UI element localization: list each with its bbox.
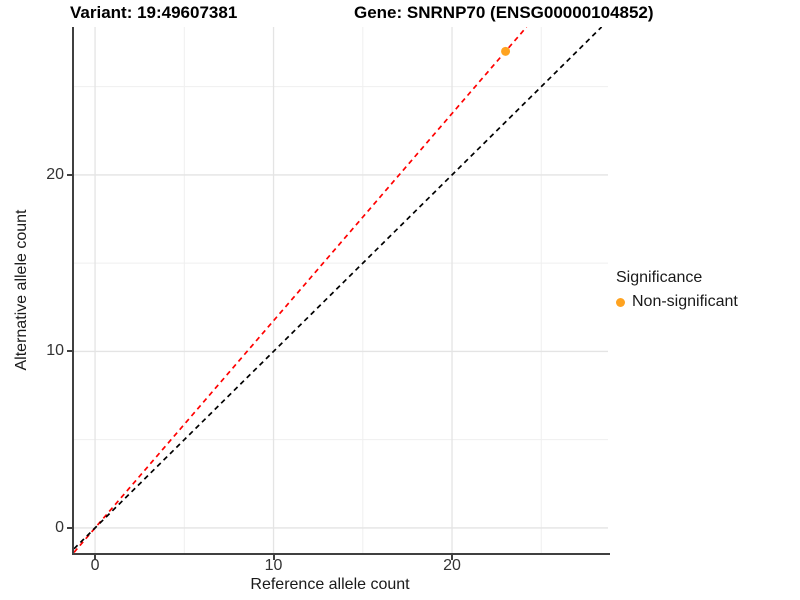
data-point [501, 46, 511, 56]
x-axis-title: Reference allele count [250, 576, 410, 593]
x-tick-label: 20 [443, 557, 461, 574]
x-tick-label: 10 [264, 557, 283, 574]
plot-panel [74, 27, 608, 553]
gene-title: Gene: SNRNP70 (ENSG00000104852) [354, 3, 654, 22]
legend: Significance Non-significant [616, 269, 738, 311]
x-tick-mark [272, 555, 275, 560]
y-axis-line [72, 27, 74, 555]
y-tick-mark [67, 526, 72, 529]
x-axis-line [72, 553, 610, 555]
y-tick-mark [67, 350, 72, 353]
x-tick-mark [94, 555, 97, 560]
legend-title: Significance [616, 269, 703, 286]
variant-title: Variant: 19:49607381 [70, 3, 238, 22]
legend-item-label: Non-significant [632, 293, 738, 310]
y-tick-label: 10 [46, 342, 64, 360]
y-tick-mark [67, 173, 72, 176]
legend-item-non-significant: Non-significant [616, 293, 738, 311]
x-tick-label: 0 [90, 557, 100, 574]
identity-line [74, 27, 603, 550]
y-tick-label: 20 [46, 165, 64, 183]
x-tick-mark [451, 555, 453, 560]
allelic-ratio-line [74, 27, 528, 553]
y-axis-title: Alternative allele count [13, 209, 30, 371]
legend-point-swatch [616, 297, 625, 307]
y-tick-label: 0 [55, 518, 64, 536]
